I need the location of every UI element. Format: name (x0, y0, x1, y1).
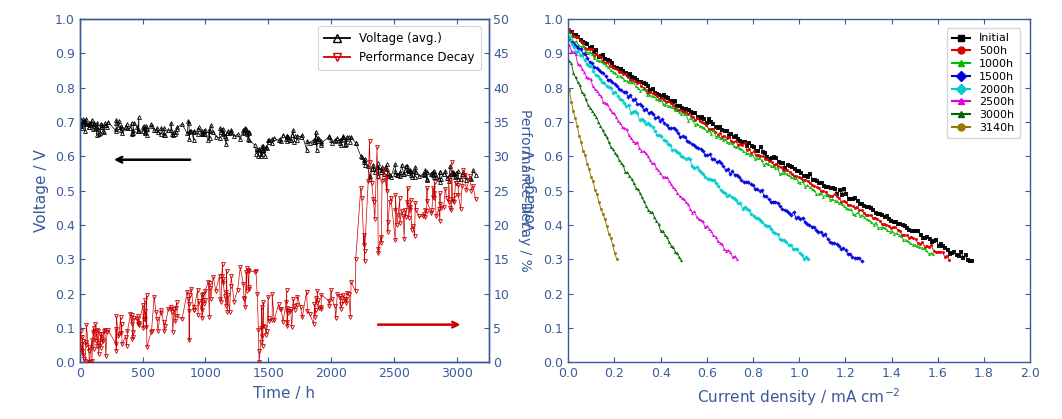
Y-axis label: Voltage / V: Voltage / V (523, 149, 537, 232)
Initial (569, 33, 582, 38)
3140h (581, 161, 594, 166)
1500h (830, 241, 843, 246)
500h (903, 235, 915, 240)
3140h (588, 188, 601, 193)
3140h (609, 251, 621, 256)
Y-axis label: Performance Decay / %: Performance Decay / % (517, 109, 532, 272)
Line: Initial: Initial (568, 30, 974, 263)
3140h (597, 211, 610, 216)
2000h (672, 150, 685, 155)
1000h (922, 251, 935, 256)
3140h (599, 217, 612, 222)
2500h (663, 178, 675, 184)
3000h (584, 105, 597, 110)
3140h (604, 236, 617, 241)
3140h (577, 148, 589, 153)
Initial (563, 29, 576, 34)
1500h (855, 259, 868, 264)
Y-axis label: Voltage / V: Voltage / V (34, 149, 49, 232)
Legend: Initial, 500h, 1000h, 1500h, 2000h, 2500h, 3000h, 3140h: Initial, 500h, 1000h, 1500h, 2000h, 2500… (947, 28, 1020, 138)
3140h (563, 87, 576, 92)
3140h (579, 153, 592, 158)
Line: 1500h: 1500h (568, 38, 863, 263)
1000h (927, 251, 940, 256)
2500h (665, 182, 678, 187)
1000h (765, 164, 777, 169)
1500h (577, 51, 589, 56)
500h (563, 27, 576, 32)
1500h (563, 36, 576, 41)
3140h (593, 199, 605, 204)
3140h (611, 256, 623, 261)
2000h (680, 156, 692, 161)
Legend: Voltage (avg.), Performance Decay: Voltage (avg.), Performance Decay (318, 26, 481, 70)
1500h (721, 167, 734, 172)
3140h (600, 224, 613, 229)
X-axis label: Current density / mA cm$^{-2}$: Current density / mA cm$^{-2}$ (698, 386, 901, 408)
1000h (563, 30, 576, 35)
Line: 3140h: 3140h (568, 88, 618, 261)
3140h (590, 192, 603, 197)
2000h (732, 201, 744, 206)
3000h (663, 239, 675, 244)
Initial (953, 253, 965, 259)
3000h (673, 255, 686, 260)
2500h (563, 43, 576, 48)
2500h (671, 190, 684, 195)
3140h (586, 178, 599, 184)
1000h (799, 184, 811, 189)
Initial (716, 127, 729, 132)
1000h (636, 87, 649, 92)
1000h (860, 217, 873, 222)
Line: 1000h: 1000h (568, 31, 935, 255)
Initial (921, 235, 933, 240)
1500h (771, 200, 784, 205)
3000h (589, 114, 602, 119)
Line: 3000h: 3000h (568, 59, 683, 262)
3140h (606, 242, 619, 247)
Line: 2000h: 2000h (568, 36, 810, 261)
2000h (802, 256, 815, 261)
3140h (571, 123, 584, 128)
3000h (563, 58, 576, 63)
3140h (585, 174, 598, 179)
500h (764, 158, 776, 163)
1000h (666, 105, 679, 110)
3000h (604, 145, 617, 150)
500h (943, 258, 956, 263)
2500h (731, 256, 743, 261)
3140h (567, 109, 580, 114)
1500h (810, 227, 823, 232)
3000h (675, 258, 688, 263)
Line: 2500h: 2500h (568, 44, 738, 261)
500h (746, 151, 758, 156)
1000h (908, 242, 921, 247)
2500h (678, 197, 690, 202)
2500h (637, 149, 650, 154)
3140h (572, 134, 585, 139)
Initial (966, 259, 979, 264)
500h (748, 149, 760, 154)
2000h (787, 246, 800, 251)
500h (617, 72, 630, 77)
3000h (576, 90, 588, 95)
2000h (795, 252, 808, 257)
Line: 500h: 500h (568, 28, 950, 262)
Initial (647, 86, 660, 91)
X-axis label: Time / h: Time / h (253, 386, 315, 401)
Initial (611, 66, 623, 71)
3140h (569, 116, 582, 121)
500h (704, 127, 717, 132)
3140h (595, 206, 607, 211)
2000h (633, 118, 646, 123)
3140h (575, 140, 587, 145)
1500h (819, 232, 832, 237)
3140h (583, 167, 596, 172)
3140h (565, 99, 578, 104)
2000h (563, 35, 576, 40)
2500h (712, 239, 724, 244)
3140h (602, 231, 615, 236)
